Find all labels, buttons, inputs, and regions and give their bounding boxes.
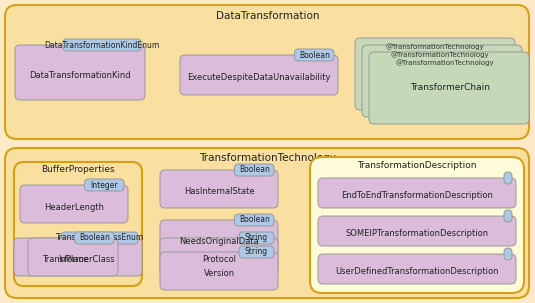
Text: @TransformationTechnology: @TransformationTechnology — [396, 60, 494, 66]
Text: DataTransformationKindEnum: DataTransformationKindEnum — [44, 41, 159, 49]
FancyBboxPatch shape — [160, 170, 278, 208]
FancyBboxPatch shape — [5, 5, 529, 139]
Text: Boolean: Boolean — [239, 165, 270, 175]
FancyBboxPatch shape — [504, 248, 512, 260]
FancyBboxPatch shape — [85, 179, 124, 191]
Text: TransformationDescription: TransformationDescription — [357, 161, 477, 171]
FancyBboxPatch shape — [160, 252, 278, 290]
FancyBboxPatch shape — [239, 246, 274, 258]
FancyBboxPatch shape — [504, 210, 512, 222]
FancyBboxPatch shape — [310, 157, 524, 293]
FancyBboxPatch shape — [160, 220, 278, 258]
Text: SOMEIPTransformationDescription: SOMEIPTransformationDescription — [346, 229, 488, 238]
FancyBboxPatch shape — [20, 185, 128, 223]
FancyBboxPatch shape — [15, 45, 145, 100]
Text: HeaderLength: HeaderLength — [44, 202, 104, 211]
FancyBboxPatch shape — [318, 254, 516, 284]
Text: TransformerClass: TransformerClass — [42, 255, 114, 265]
FancyBboxPatch shape — [234, 164, 274, 176]
Text: DataTransformationKind: DataTransformationKind — [29, 71, 131, 80]
Text: Boolean: Boolean — [239, 215, 270, 225]
Text: @TransformationTechnology: @TransformationTechnology — [391, 52, 490, 58]
Text: TransformerClassEnum: TransformerClassEnum — [56, 234, 144, 242]
FancyBboxPatch shape — [28, 238, 118, 276]
FancyBboxPatch shape — [74, 232, 114, 244]
Text: String: String — [245, 234, 268, 242]
Text: BufferProperties: BufferProperties — [41, 165, 115, 175]
Text: @TransformationTechnology: @TransformationTechnology — [386, 44, 484, 50]
FancyBboxPatch shape — [160, 238, 278, 276]
FancyBboxPatch shape — [5, 148, 529, 298]
FancyBboxPatch shape — [369, 52, 529, 124]
Text: EndToEndTransformationDescription: EndToEndTransformationDescription — [341, 191, 493, 201]
Text: UserDefinedTransformationDescription: UserDefinedTransformationDescription — [335, 268, 499, 277]
Text: TransformationTechnology: TransformationTechnology — [199, 153, 336, 163]
Text: DataTransformation: DataTransformation — [216, 11, 319, 21]
Text: Boolean: Boolean — [299, 51, 330, 59]
Text: String: String — [245, 248, 268, 257]
Text: Integer: Integer — [90, 181, 118, 189]
FancyBboxPatch shape — [14, 238, 142, 276]
FancyBboxPatch shape — [14, 162, 142, 286]
FancyBboxPatch shape — [61, 232, 138, 244]
FancyBboxPatch shape — [63, 39, 141, 51]
FancyBboxPatch shape — [294, 49, 334, 61]
FancyBboxPatch shape — [504, 172, 512, 184]
Text: Version: Version — [203, 269, 234, 278]
Text: Boolean: Boolean — [79, 234, 110, 242]
Text: InPlace: InPlace — [58, 255, 88, 265]
FancyBboxPatch shape — [318, 178, 516, 208]
FancyBboxPatch shape — [318, 216, 516, 246]
FancyBboxPatch shape — [362, 45, 522, 117]
FancyBboxPatch shape — [239, 232, 274, 244]
Text: HasInternalState: HasInternalState — [184, 188, 254, 197]
Text: TransformerChain: TransformerChain — [410, 84, 490, 92]
FancyBboxPatch shape — [355, 38, 515, 110]
FancyBboxPatch shape — [180, 55, 338, 95]
Text: ExecuteDespiteDataUnavailability: ExecuteDespiteDataUnavailability — [187, 74, 331, 82]
Text: Protocol: Protocol — [202, 255, 236, 265]
FancyBboxPatch shape — [234, 214, 274, 226]
Text: NeedsOriginalData: NeedsOriginalData — [179, 238, 259, 247]
